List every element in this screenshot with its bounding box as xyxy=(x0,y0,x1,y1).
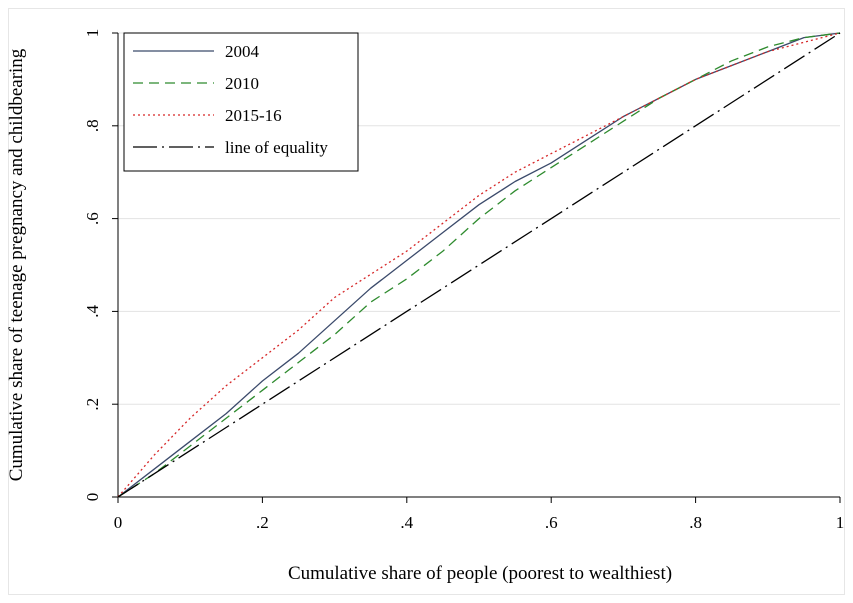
legend: 2004 2010 2015-16 line of equality xyxy=(123,32,359,172)
y-tick-label: .2 xyxy=(83,398,102,411)
y-ticks: 0 .2 .4 .6 .8 1 xyxy=(83,29,118,502)
y-tick-label: .8 xyxy=(83,119,102,132)
x-tick-label: .6 xyxy=(545,513,558,532)
x-ticks: 0 .2 .4 .6 .8 1 xyxy=(114,497,845,532)
legend-label: 2015-16 xyxy=(225,106,282,125)
x-tick-label: .4 xyxy=(400,513,413,532)
y-tick-label: 0 xyxy=(83,493,102,502)
legend-box xyxy=(123,32,359,172)
axes xyxy=(117,33,840,498)
x-tick-label: 0 xyxy=(114,513,123,532)
y-tick-label: .4 xyxy=(83,305,102,318)
x-tick-label: .8 xyxy=(689,513,702,532)
x-tick-label: .2 xyxy=(256,513,269,532)
x-tick-label: 1 xyxy=(836,513,845,532)
series-line xyxy=(117,32,841,498)
y-axis-title: Cumulative share of teenage pregnancy an… xyxy=(6,48,27,481)
x-axis-title: Cumulative share of people (poorest to w… xyxy=(288,563,672,584)
series-line xyxy=(117,32,841,498)
y-tick-label: .6 xyxy=(83,212,102,225)
series-line xyxy=(117,32,841,498)
legend-label: 2010 xyxy=(225,74,259,93)
y-tick-label: 1 xyxy=(83,29,102,38)
series-lines xyxy=(117,32,841,498)
legend-label: 2004 xyxy=(225,42,260,61)
legend-label: line of equality xyxy=(225,138,328,157)
